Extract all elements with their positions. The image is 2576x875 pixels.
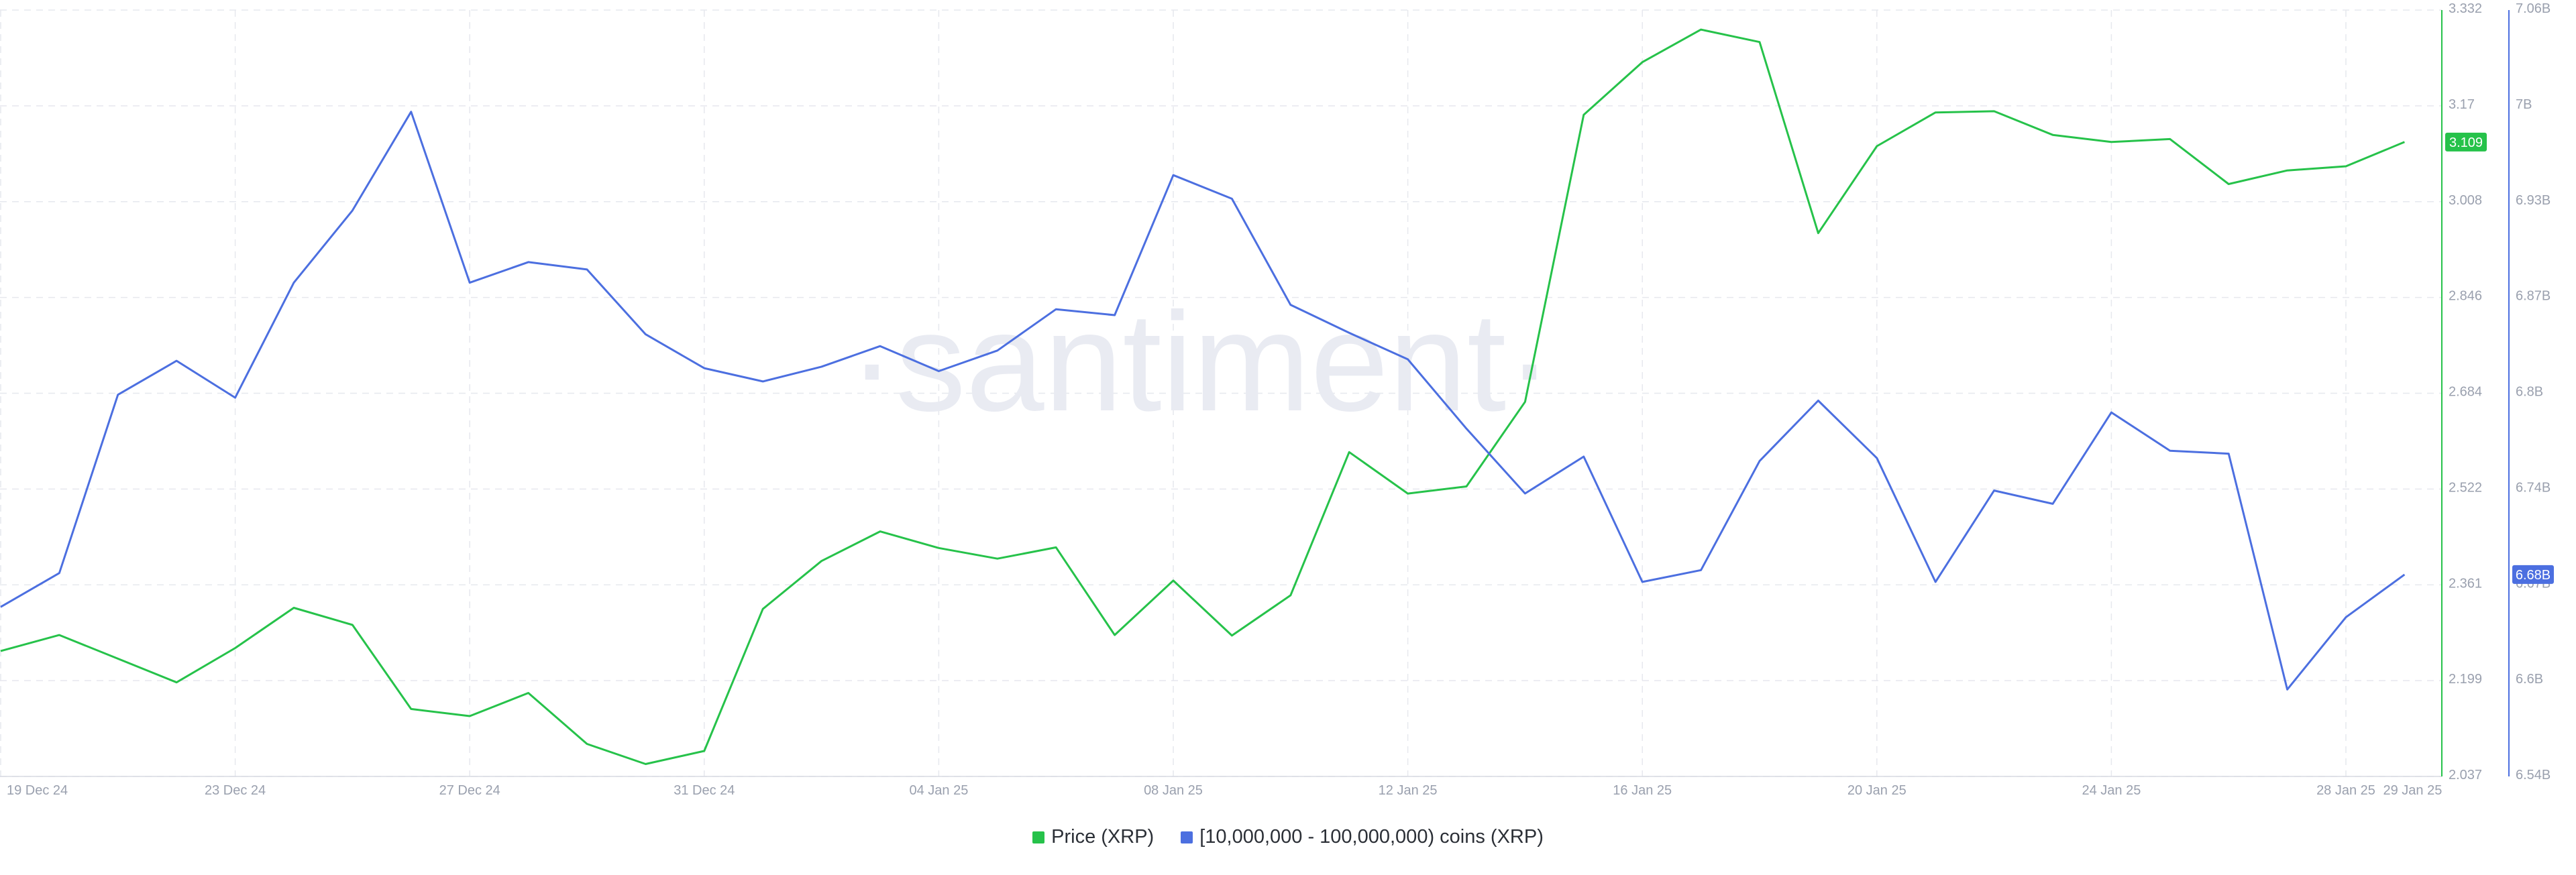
price-tick-label: 2.037 [2449, 768, 2482, 782]
holders-tick-label: 7B [2516, 97, 2532, 112]
price-line [0, 28, 2405, 765]
legend-label-price: Price (XRP) [1051, 826, 1155, 848]
holders-last-value-badge [2512, 565, 2554, 584]
x-tick-label: 20 Jan 25 [1847, 783, 1907, 798]
x-tick-label: 28 Jan 25 [2316, 783, 2375, 798]
legend-item-holders[interactable]: [10,000,000 - 100,000,000) coins (XRP) [1181, 826, 1544, 848]
x-tick-label: 24 Jan 25 [2082, 783, 2141, 798]
holders-legend-swatch [1181, 831, 1193, 843]
holders-tick-label: 6.8B [2516, 385, 2543, 400]
holders-tick-label: 7.06B [2516, 1, 2551, 16]
holders-tick-label: 6.93B [2516, 193, 2551, 208]
holders-tick-label: 6.6B [2516, 672, 2543, 687]
price-tick-label: 2.361 [2449, 576, 2482, 591]
legend-label-holders: [10,000,000 - 100,000,000) coins (XRP) [1199, 826, 1544, 848]
price-tick-label: 3.17 [2449, 97, 2475, 112]
price-tick-label: 3.332 [2449, 1, 2482, 16]
x-tick-label: 23 Dec 24 [205, 783, 266, 798]
price-tick-label: 2.846 [2449, 289, 2482, 304]
x-tick-label: 12 Jan 25 [1379, 783, 1438, 798]
x-tick-label: 08 Jan 25 [1144, 783, 1203, 798]
legend: Price (XRP) [10,000,000 - 100,000,000) c… [0, 826, 2576, 848]
price-tick-label: 3.008 [2449, 193, 2482, 208]
x-tick-label: 29 Jan 25 [2383, 783, 2442, 798]
price-tick-label: 2.199 [2449, 672, 2482, 687]
price-tick-label: 2.684 [2449, 385, 2482, 400]
x-tick-label: 19 Dec 24 [7, 783, 68, 798]
x-tick-label: 04 Jan 25 [909, 783, 968, 798]
axes: 19 Dec 24 23 Dec 24 27 Dec 24 31 Dec 24 04 J… [0, 1, 2551, 798]
santiment-watermark: ·santiment· [849, 283, 1553, 441]
holders-tick-label: 6.87B [2516, 289, 2551, 304]
holders-last-value-text: 6.68B [2516, 568, 2551, 583]
holders-tick-label: 6.74B [2516, 480, 2551, 495]
holders-tick-label: 6.54B [2516, 768, 2551, 782]
holders-line [0, 111, 2406, 691]
x-tick-label: 31 Dec 24 [674, 783, 735, 798]
series [0, 28, 2406, 765]
price-tick-label: 2.522 [2449, 480, 2482, 495]
value-labels: 3.109 6.68B [2445, 132, 2554, 584]
price-legend-swatch [1032, 831, 1045, 843]
price-last-value-text: 3.109 [2449, 135, 2483, 150]
x-tick-label: 27 Dec 24 [439, 783, 500, 798]
price-last-value-badge [2445, 132, 2487, 152]
x-tick-label: 16 Jan 25 [1613, 783, 1672, 798]
legend-item-price[interactable]: Price (XRP) [1032, 826, 1154, 848]
